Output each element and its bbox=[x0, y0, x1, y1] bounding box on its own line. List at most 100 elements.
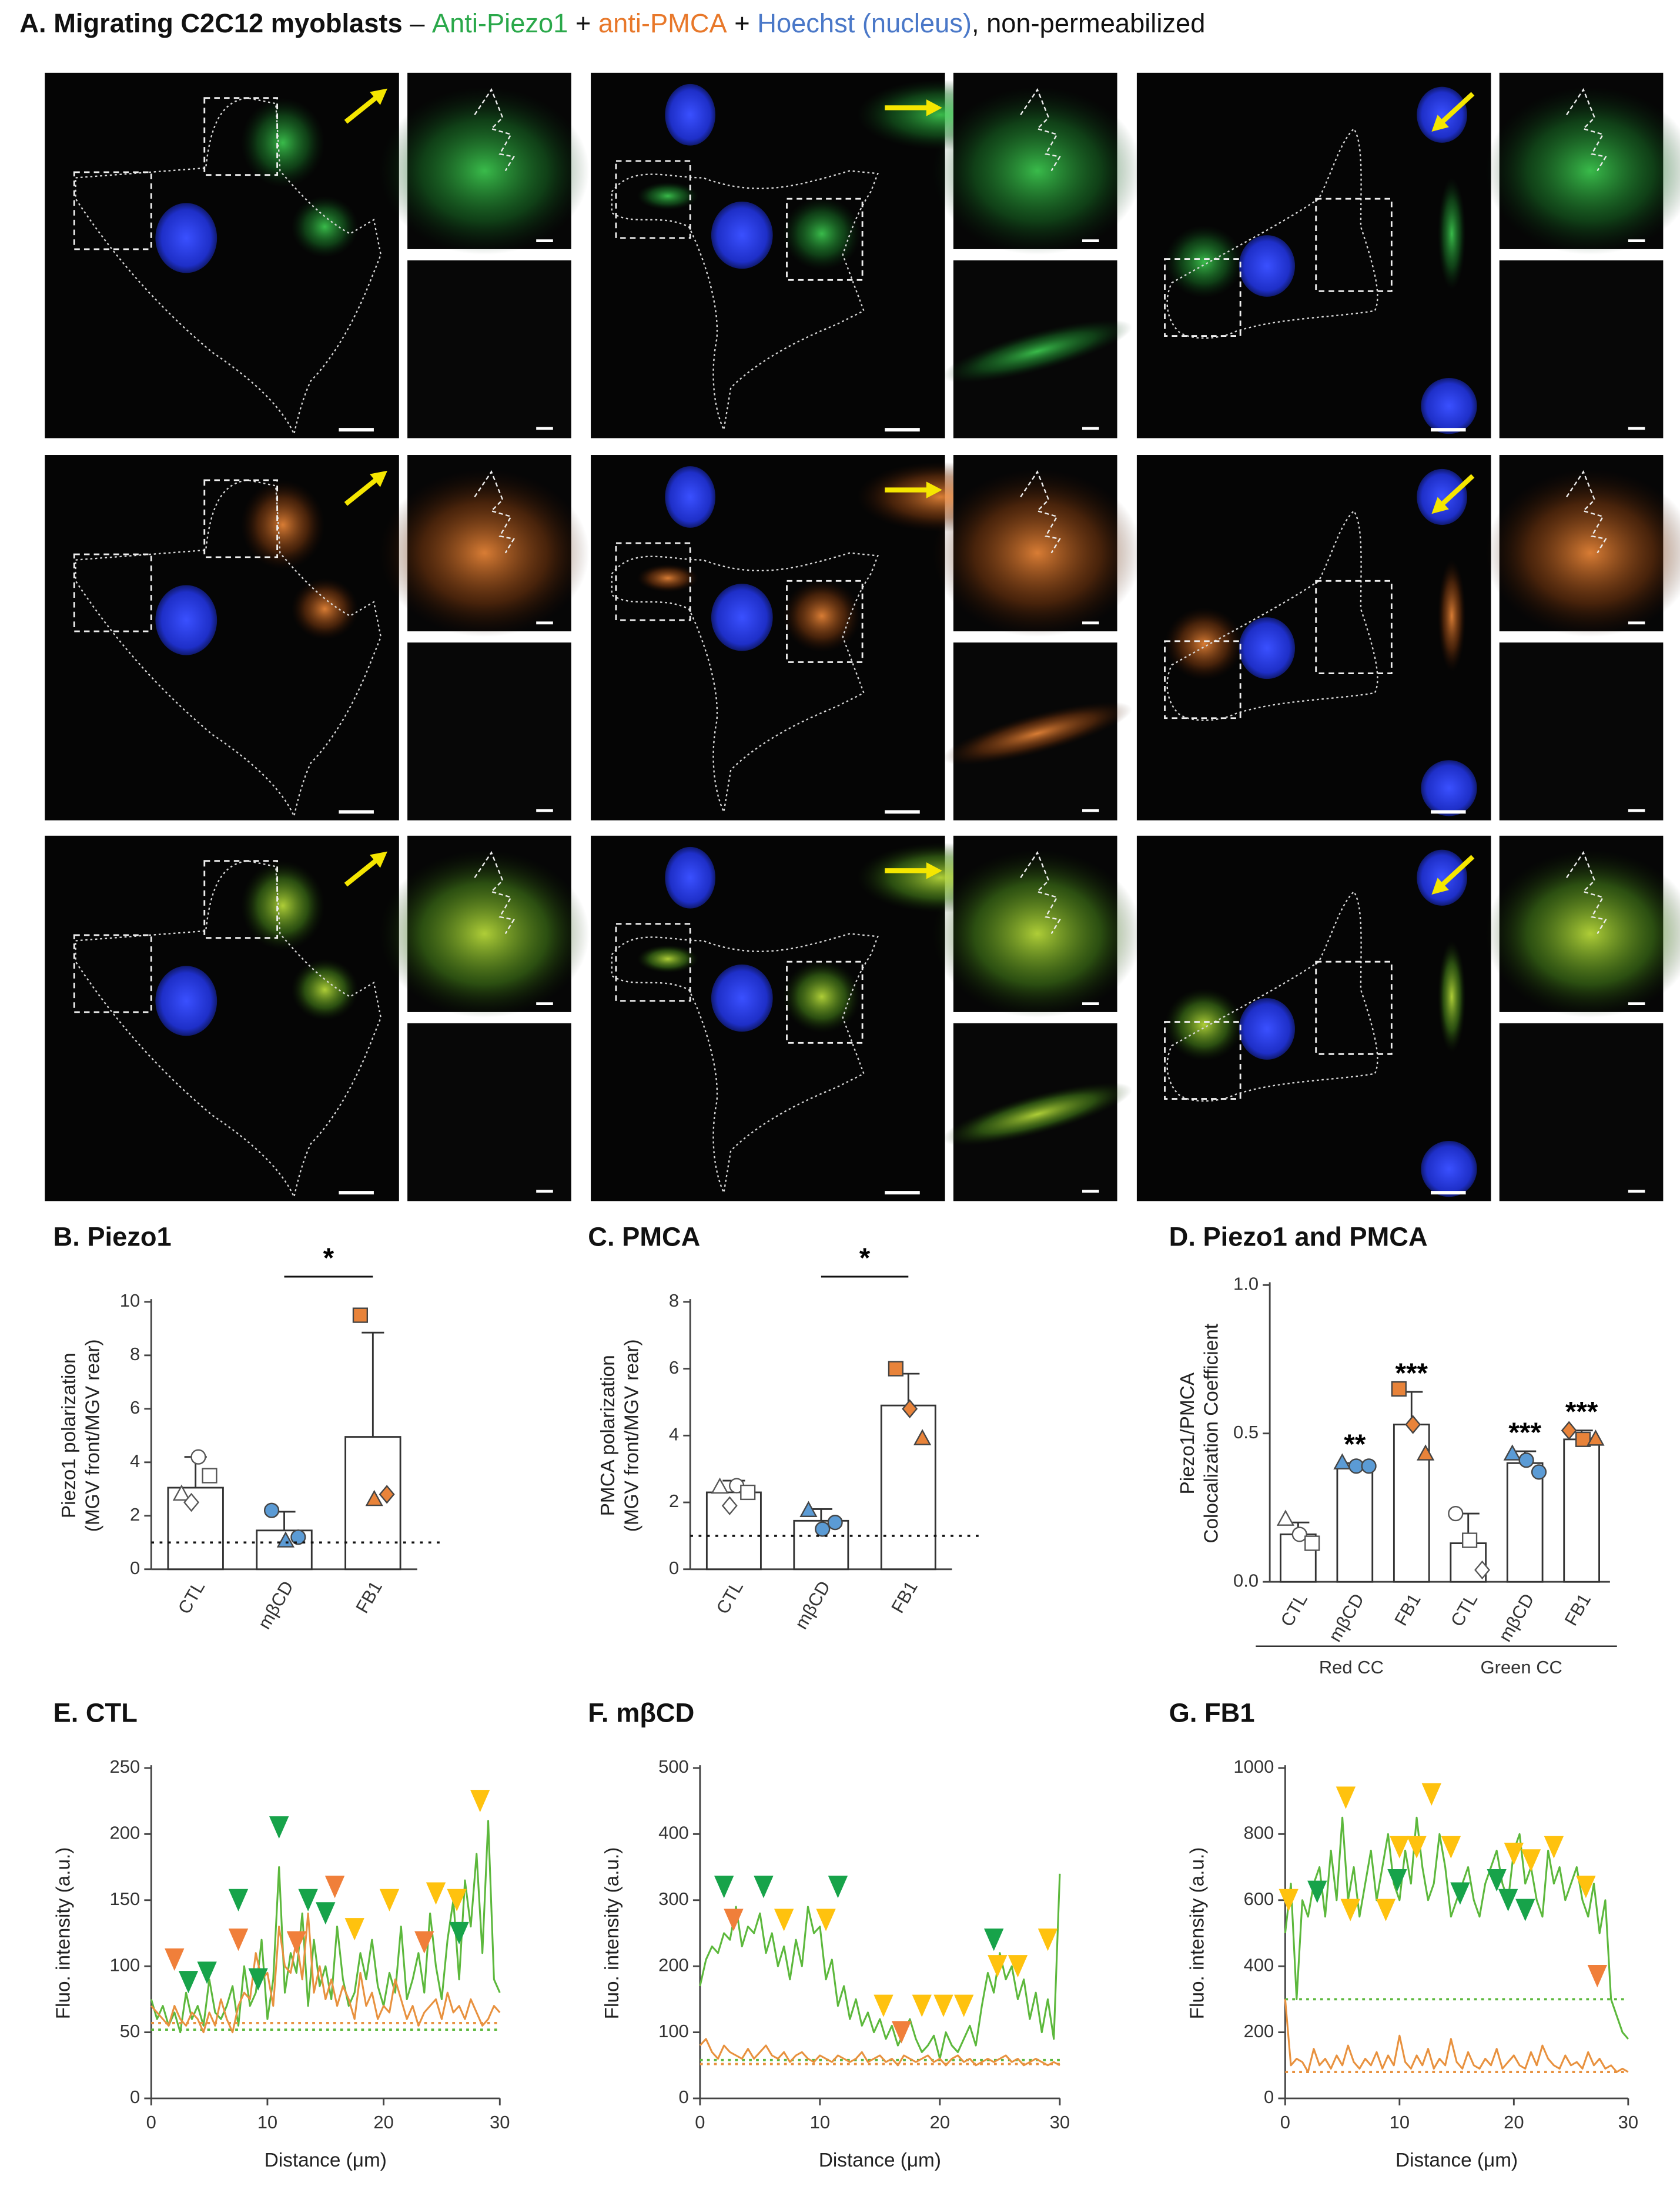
peak-marker bbox=[286, 1931, 307, 1954]
nucleus bbox=[665, 83, 716, 146]
y-tick-label: 4 bbox=[669, 1424, 679, 1444]
x-axis-label: Distance (μm) bbox=[819, 2150, 941, 2171]
x-tick-label: mβCD bbox=[254, 1578, 297, 1633]
nucleus bbox=[1417, 849, 1467, 906]
roi-box bbox=[73, 171, 152, 250]
y-axis-label: Piezo1 polarization bbox=[58, 1353, 80, 1519]
nucleus bbox=[155, 585, 217, 655]
peak-marker bbox=[470, 1790, 490, 1813]
data-point bbox=[827, 1515, 843, 1531]
y-tick-label: 800 bbox=[1244, 1823, 1274, 1843]
data-point bbox=[1276, 1509, 1295, 1526]
bar bbox=[1563, 1438, 1600, 1583]
peak-marker bbox=[891, 2021, 912, 2044]
x-tick-label: 20 bbox=[1504, 2112, 1524, 2132]
y-axis-label: Piezo1/PMCA bbox=[1177, 1372, 1199, 1494]
significance-label: * bbox=[859, 1243, 871, 1274]
trace-path bbox=[474, 88, 515, 172]
peak-marker bbox=[269, 1816, 289, 1839]
roi-box bbox=[1164, 1021, 1241, 1100]
peak-marker bbox=[816, 1909, 836, 1931]
data-point bbox=[1291, 1526, 1307, 1542]
signal-region bbox=[637, 945, 699, 973]
x-tick-label: 30 bbox=[1050, 2112, 1070, 2132]
y-tick-label: 400 bbox=[658, 1823, 689, 1843]
x-tick-label: 30 bbox=[490, 2112, 510, 2132]
trace-path bbox=[1566, 88, 1607, 172]
peak-marker bbox=[1441, 1836, 1461, 1859]
y-tick-label: 200 bbox=[110, 1823, 140, 1843]
peak-marker bbox=[228, 1928, 249, 1951]
inset-rear bbox=[1499, 642, 1664, 821]
signal-region bbox=[291, 578, 359, 640]
y-tick-label: 4 bbox=[130, 1451, 140, 1471]
trace-path bbox=[474, 851, 515, 935]
data-point bbox=[202, 1468, 217, 1484]
inset-front bbox=[1485, 835, 1680, 1018]
signal-region bbox=[782, 960, 861, 1033]
y-axis-label: Fluo. intensity (a.u.) bbox=[52, 1847, 74, 2020]
x-tick-label: mβCD bbox=[1494, 1590, 1538, 1645]
inset-background bbox=[407, 1023, 571, 1201]
inset-front bbox=[1485, 455, 1680, 637]
signal-region bbox=[1437, 178, 1466, 290]
x-tick-label: 0 bbox=[1280, 2112, 1290, 2132]
nucleus bbox=[711, 964, 773, 1032]
inset-rear bbox=[942, 642, 1133, 821]
nucleus bbox=[1239, 617, 1296, 679]
signal-region bbox=[932, 468, 1143, 637]
signal-region bbox=[1164, 607, 1243, 681]
arrow-head bbox=[926, 862, 942, 879]
arrow-head bbox=[1431, 497, 1449, 514]
peak-marker bbox=[1008, 1955, 1028, 1978]
x-tick-label: 0 bbox=[146, 2112, 156, 2132]
data-point bbox=[1361, 1458, 1377, 1474]
peak-marker bbox=[379, 1889, 400, 1911]
peak-marker bbox=[1450, 1882, 1470, 1905]
peak-marker bbox=[1390, 1836, 1410, 1859]
x-tick-label: FB1 bbox=[887, 1578, 922, 1617]
inset-front bbox=[932, 835, 1143, 1018]
data-point bbox=[290, 1529, 306, 1545]
inset-rear bbox=[1499, 260, 1664, 438]
nucleus bbox=[665, 846, 716, 909]
trace-path bbox=[1020, 88, 1061, 172]
signal-region bbox=[240, 98, 325, 188]
y-tick-label: 200 bbox=[658, 1954, 689, 1975]
x-tick-label: 10 bbox=[257, 2112, 277, 2132]
peak-marker bbox=[984, 1928, 1004, 1951]
x-tick-label: FB1 bbox=[352, 1578, 386, 1617]
micrograph bbox=[1136, 455, 1680, 821]
peak-marker bbox=[1487, 1869, 1507, 1892]
direction-arrow bbox=[1436, 92, 1475, 128]
signal-region bbox=[637, 182, 699, 210]
x-tick-label: FB1 bbox=[1390, 1590, 1425, 1629]
nucleus bbox=[1239, 998, 1296, 1060]
data-point bbox=[888, 1361, 903, 1377]
peak-marker bbox=[1038, 1928, 1058, 1951]
significance-label: * bbox=[323, 1243, 334, 1274]
y-tick-label: 0 bbox=[669, 1558, 679, 1578]
signal-region bbox=[782, 579, 861, 652]
arrow-head bbox=[370, 851, 387, 868]
peak-marker bbox=[1515, 1899, 1535, 1921]
signal-region bbox=[1485, 849, 1680, 1018]
peak-marker bbox=[1504, 1843, 1524, 1866]
data-point bbox=[1462, 1532, 1478, 1548]
profile-line bbox=[699, 1873, 1061, 2060]
arrow-head bbox=[926, 99, 942, 116]
peak-marker bbox=[1587, 1964, 1607, 1988]
trace-path bbox=[1566, 851, 1607, 935]
arrow-head bbox=[370, 470, 387, 487]
micrograph bbox=[1136, 835, 1680, 1201]
peak-marker bbox=[1340, 1899, 1360, 1921]
signal-region bbox=[1164, 988, 1243, 1062]
y-tick-label: 0 bbox=[130, 2087, 140, 2107]
peak-marker bbox=[1421, 1783, 1441, 1806]
data-point bbox=[172, 1484, 190, 1501]
data-point bbox=[1531, 1464, 1547, 1480]
x-tick-label: CTL bbox=[1447, 1590, 1482, 1630]
direction-arrow bbox=[1436, 855, 1475, 891]
title-part: Hoechst (nucleus) bbox=[757, 8, 972, 38]
